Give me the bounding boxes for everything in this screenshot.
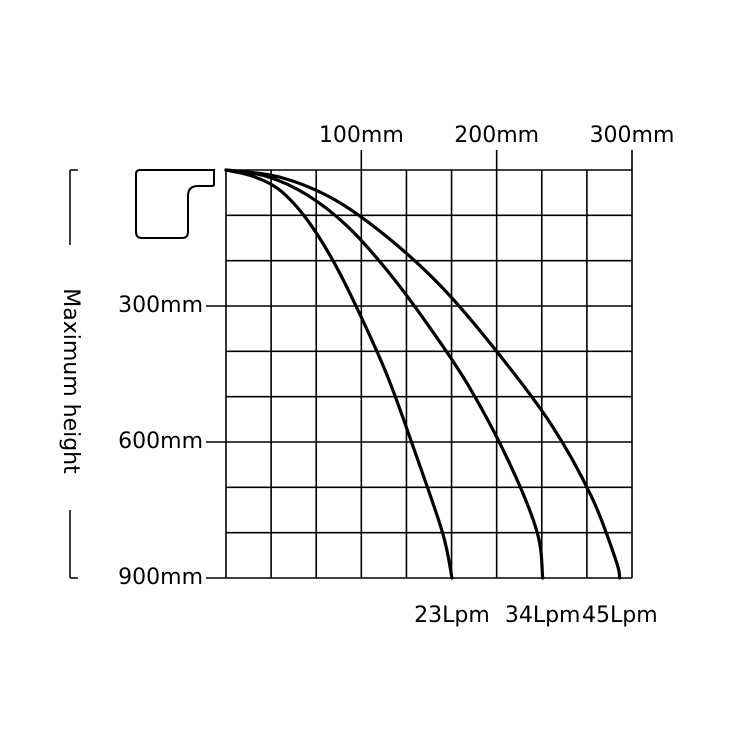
x-tick-label: 100mm xyxy=(319,123,404,148)
y-tick-label: 600mm xyxy=(118,429,203,454)
series-label-23Lpm: 23Lpm xyxy=(414,603,490,628)
x-tick-label: 300mm xyxy=(590,123,675,148)
series-line-45Lpm xyxy=(224,168,622,580)
y-tick-label: 900mm xyxy=(118,565,203,590)
series-line-34Lpm xyxy=(224,168,545,580)
series-label-34Lpm: 34Lpm xyxy=(505,603,581,628)
x-tick-label: 200mm xyxy=(454,123,539,148)
grid xyxy=(225,169,633,579)
gutter-outlet-icon xyxy=(135,169,215,239)
series-line-23Lpm xyxy=(224,168,454,580)
y-tick-label: 300mm xyxy=(118,293,203,318)
y-axis-title: Maximum height xyxy=(58,288,83,474)
y-axis: Maximum height xyxy=(55,169,87,579)
series-lines xyxy=(224,168,622,580)
series-labels: 23Lpm 34Lpm 45Lpm xyxy=(414,603,657,628)
tick-labels: 100mm 200mm 300mm 300mm 600mm 900mm xyxy=(118,123,674,590)
series-label-45Lpm: 45Lpm xyxy=(582,603,658,628)
